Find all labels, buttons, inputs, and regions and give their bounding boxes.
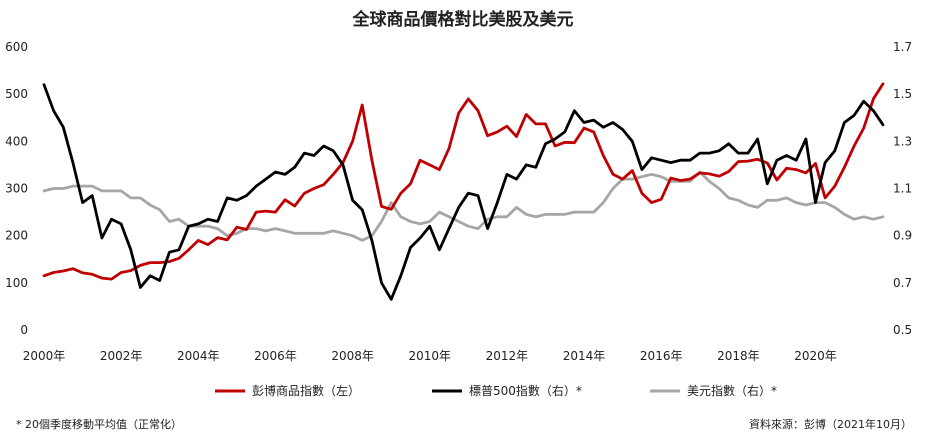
axes-group: 0 100 200 300 400 500 600 0.5 0.7 0.9 1.1 1.3 1.5 1.7… [5, 40, 912, 363]
x-tick-label: 2014年 [563, 349, 606, 363]
x-tick-label: 2000年 [23, 349, 66, 363]
legend-label-0: 彭博商品指數（左） [252, 383, 360, 398]
x-tick-label: 2018年 [717, 349, 760, 363]
y-left-tick-label: 200 [5, 229, 28, 243]
legend-label-1: 標普500指數（右）* [469, 383, 582, 398]
legend: 彭博商品指數（左） 標普500指數（右）* 美元指數（右）* [215, 383, 777, 398]
x-tick-label: 2010年 [408, 349, 451, 363]
x-tick-label: 2008年 [331, 349, 374, 363]
y-left-tick-label: 600 [5, 40, 28, 54]
series-line-2 [42, 170, 885, 242]
y-right-tick-label: 0.9 [893, 229, 912, 243]
series-line-0 [42, 82, 885, 281]
x-tick-label: 2016年 [640, 349, 683, 363]
footnote: * 20個季度移動平均值（正常化） [16, 417, 182, 431]
y-right-tick-label: 0.5 [893, 323, 912, 337]
source-note: 資料來源：彭博（2021年10月） [749, 417, 912, 431]
y-left-tick-label: 400 [5, 134, 28, 148]
y-left-tick-label: 0 [20, 323, 28, 337]
y-right-tick-label: 1.1 [893, 182, 912, 196]
y-left-tick-label: 300 [5, 182, 28, 196]
y-right-tick-label: 0.7 [893, 276, 912, 290]
y-left-tick-label: 500 [5, 87, 28, 101]
x-tick-label: 2002年 [100, 349, 143, 363]
x-tick-label: 2012年 [486, 349, 529, 363]
y-left-tick-label: 100 [5, 276, 28, 290]
y-right-tick-label: 1.7 [893, 40, 912, 54]
chart-title: 全球商品價格對比美股及美元 [352, 9, 574, 30]
legend-label-2: 美元指數（右）* [687, 383, 777, 398]
y-right-tick-label: 1.3 [893, 134, 912, 148]
y-right-tick-label: 1.5 [893, 87, 912, 101]
series-line-1 [42, 83, 885, 301]
x-tick-label: 2020年 [794, 349, 837, 363]
x-tick-label: 2006年 [254, 349, 297, 363]
x-tick-label: 2004年 [177, 349, 220, 363]
series-lines-group [42, 82, 885, 301]
